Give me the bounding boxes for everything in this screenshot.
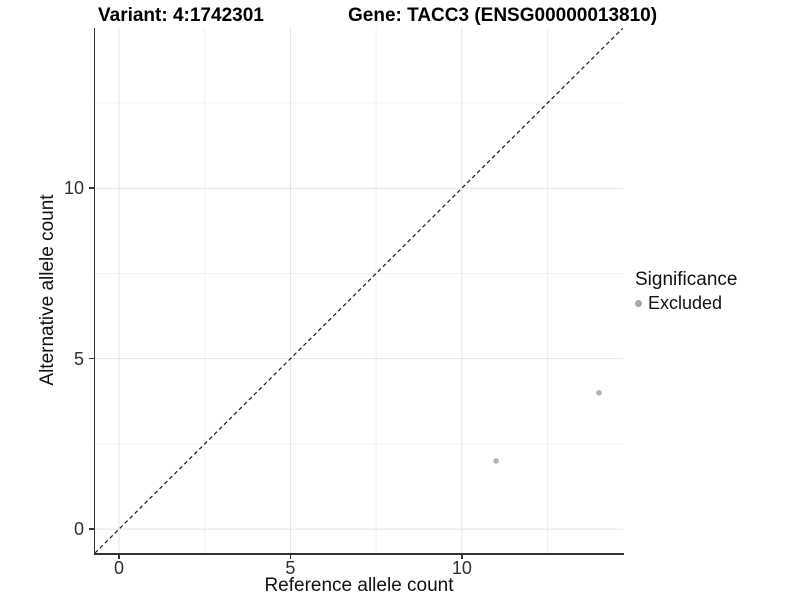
- identity-dashed-line: [95, 28, 623, 553]
- x-axis-line: [93, 553, 624, 555]
- plot-title-gene: Gene: TACC3 (ENSG00000013810): [348, 5, 658, 26]
- x-axis-tick: [289, 554, 292, 559]
- x-tick-label: 0: [113, 558, 124, 578]
- y-axis-tick: [89, 187, 94, 189]
- x-axis-label: Reference allele count: [264, 575, 454, 596]
- plot-panel: [95, 28, 623, 553]
- y-axis-line: [93, 28, 96, 555]
- y-axis-tick: [89, 357, 94, 360]
- plot-title-variant: Variant: 4:1742301: [98, 5, 264, 26]
- legend: Significance Excluded: [635, 269, 737, 314]
- x-tick-label: 5: [285, 558, 296, 578]
- plot-canvas: [95, 28, 623, 553]
- legend-point-icon: [635, 300, 642, 307]
- x-axis-tick: [118, 554, 120, 559]
- legend-item-excluded: Excluded: [635, 293, 737, 314]
- x-tick-label: 10: [451, 558, 472, 578]
- y-tick-label: 10: [63, 178, 84, 199]
- data-point: [596, 389, 602, 396]
- data-point: [493, 458, 499, 464]
- y-tick-label: 5: [73, 348, 84, 369]
- legend-title: Significance: [635, 269, 738, 290]
- y-axis-tick: [89, 528, 94, 530]
- y-tick-label: 0: [73, 519, 84, 540]
- legend-item-label: Excluded: [648, 293, 723, 313]
- x-axis-tick: [461, 554, 463, 559]
